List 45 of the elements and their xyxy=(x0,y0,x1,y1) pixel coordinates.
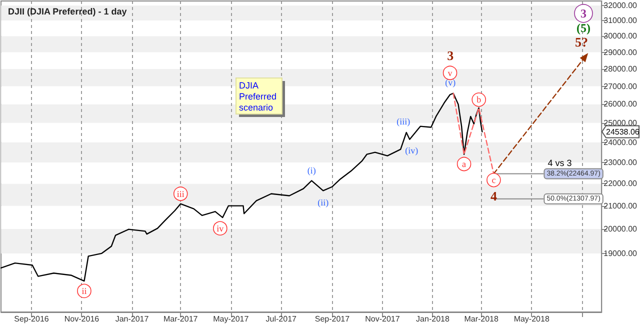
annotation: (i) xyxy=(307,166,316,176)
x-tick-label: Jan-2017 xyxy=(115,314,150,324)
x-tick-label: Sep-2017 xyxy=(314,314,350,324)
annotation: a xyxy=(462,159,466,170)
annotation: b xyxy=(476,94,482,105)
y-tick-label: 30000.00 xyxy=(604,32,638,41)
x-tick-label: Sep-2016 xyxy=(14,314,50,324)
y-tick-label: 21000.00 xyxy=(604,201,638,210)
text: DJII (DJIA Preferred) - 1 day xyxy=(8,6,127,16)
annotation: 4 vs 3 xyxy=(548,158,572,168)
y-tick-label: 22000.00 xyxy=(604,179,638,188)
annotation: 4 xyxy=(490,188,498,204)
annotation: DJIA Preferred scenario xyxy=(239,80,277,112)
annotation: c xyxy=(492,175,496,186)
annotation: ii xyxy=(82,286,88,296)
annotation: (iii) xyxy=(396,116,410,126)
x-tick-label: May-2018 xyxy=(514,314,550,324)
x-tick-label: Mar-2018 xyxy=(464,314,500,324)
x-tick-label: Nov-2017 xyxy=(365,314,400,324)
annotation: 5? xyxy=(575,34,588,50)
annotation: (5) xyxy=(576,20,591,35)
annotation: (ii) xyxy=(318,198,329,208)
annotation: 3 xyxy=(580,6,587,20)
y-tick-label: 29000.00 xyxy=(604,48,638,57)
y-tick-label: 27000.00 xyxy=(604,82,638,91)
y-tick-label: 24000.00 xyxy=(604,138,638,147)
annotation: v xyxy=(448,68,453,78)
x-tick-label: Nov-2016 xyxy=(64,314,100,324)
y-tick-label: 19000.00 xyxy=(604,248,638,258)
y-tick-label: 28000.00 xyxy=(604,64,638,74)
y-tick-label: 23000.00 xyxy=(604,158,638,168)
x-tick-label: Mar-2017 xyxy=(163,314,198,324)
annotation: (v) xyxy=(445,77,456,88)
y-tick-label: 26000.00 xyxy=(604,100,638,109)
y-tick-label: 31000.00 xyxy=(604,16,638,26)
annotation: (iv) xyxy=(405,145,418,156)
y-tick-label: 20000.00 xyxy=(604,224,638,234)
x-tick-label: May-2017 xyxy=(213,314,250,324)
annotation: 3 xyxy=(447,48,454,63)
annotation: iv xyxy=(216,223,224,234)
x-tick-label: Jan-2018 xyxy=(416,314,450,324)
annotation: iii xyxy=(176,188,185,199)
x-tick-label: Jul-2017 xyxy=(266,314,298,324)
y-tick-label: 25000.00 xyxy=(604,118,638,128)
y-tick-label: 32000.00 xyxy=(604,0,638,10)
